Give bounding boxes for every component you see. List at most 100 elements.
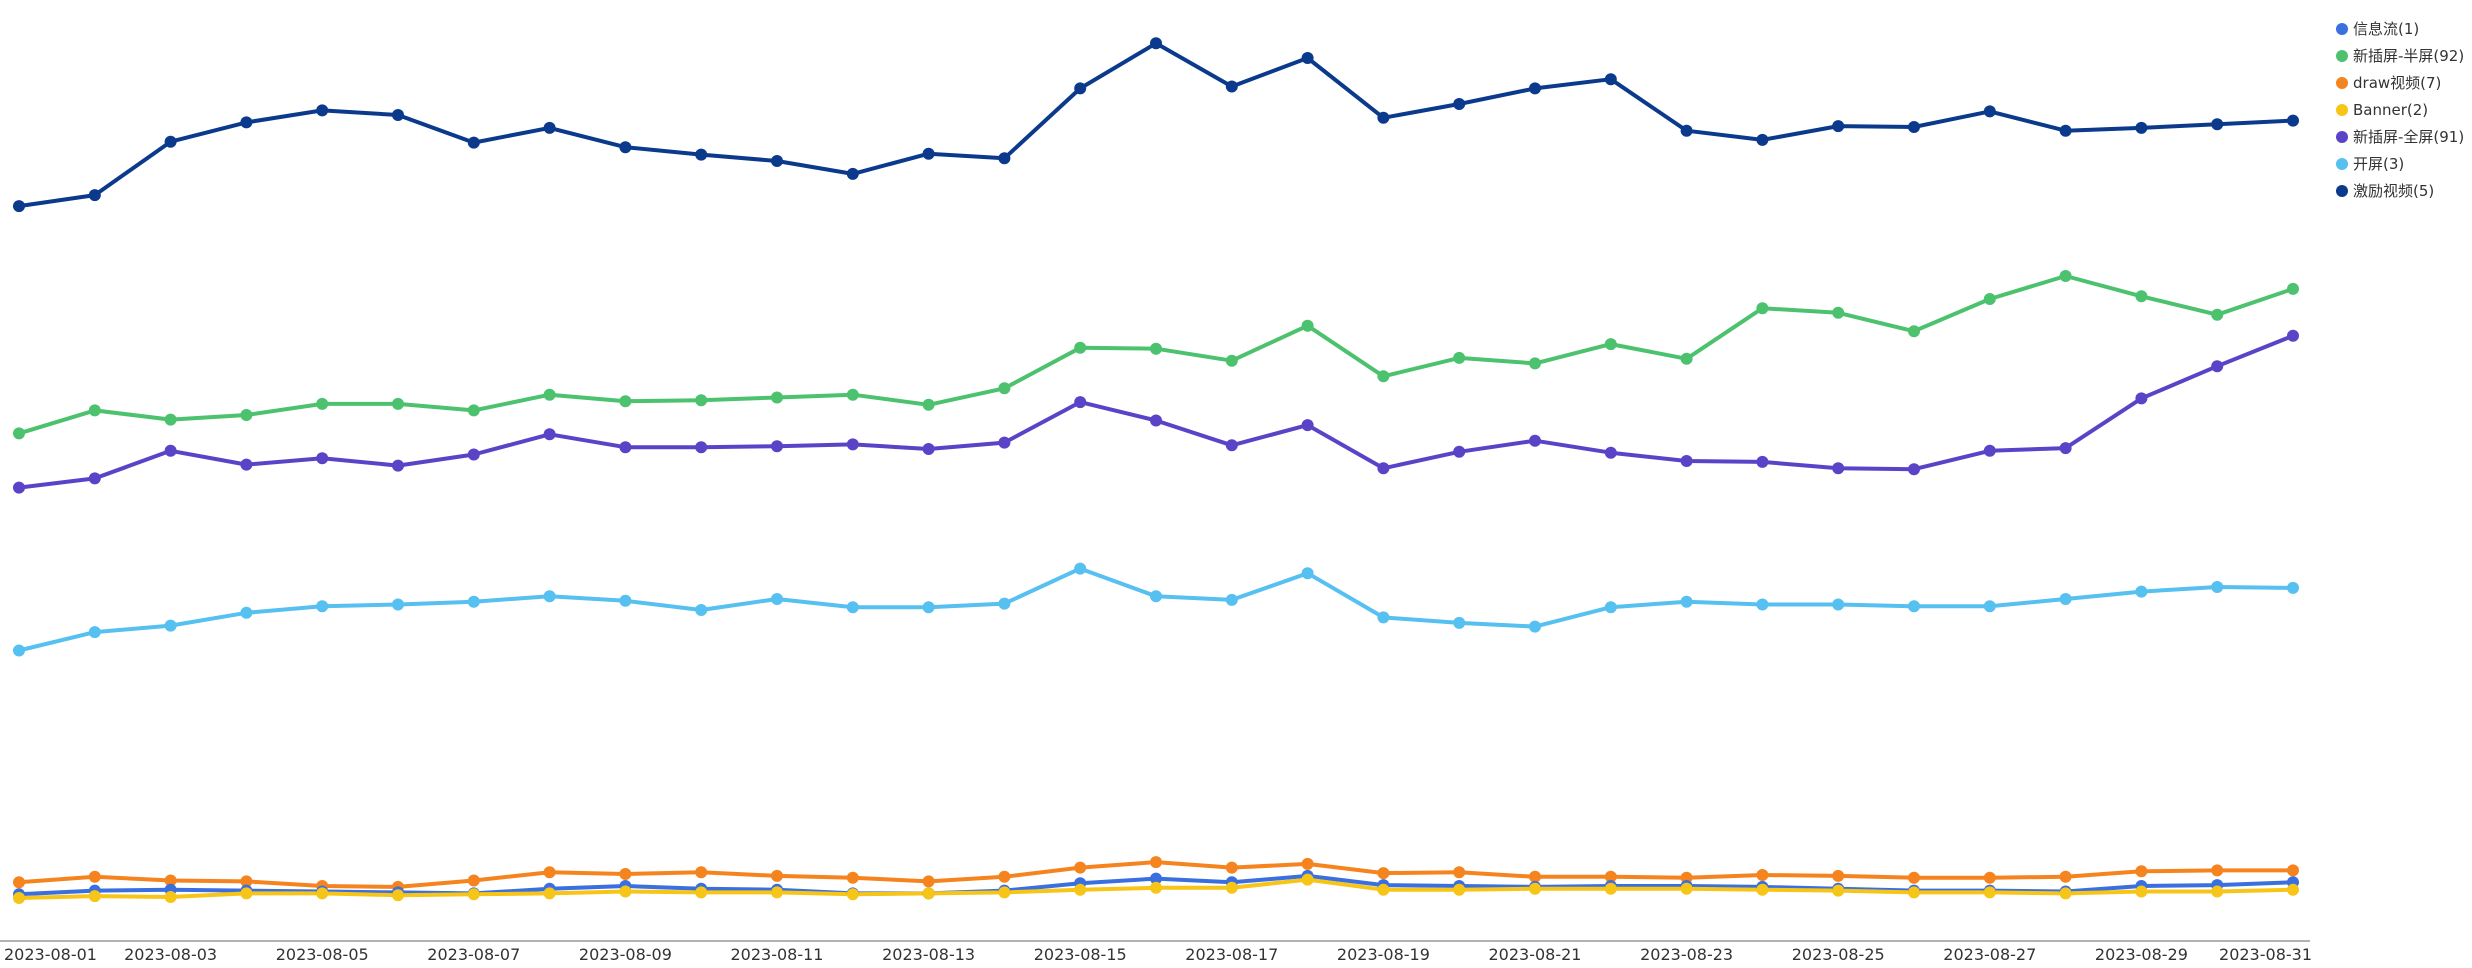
data-point[interactable] — [2135, 392, 2148, 405]
data-point[interactable] — [619, 594, 632, 607]
data-point[interactable] — [1453, 98, 1466, 110]
data-point[interactable] — [695, 394, 708, 407]
data-point[interactable] — [771, 155, 783, 167]
data-point[interactable] — [1680, 595, 1693, 608]
data-point[interactable] — [88, 890, 101, 903]
data-point[interactable] — [771, 886, 783, 899]
data-point[interactable] — [2211, 581, 2224, 593]
data-point[interactable] — [619, 141, 632, 154]
data-point[interactable] — [1908, 871, 1920, 884]
data-point[interactable] — [13, 200, 25, 213]
data-point[interactable] — [392, 598, 404, 611]
data-point[interactable] — [695, 148, 708, 161]
data-point[interactable] — [771, 593, 783, 605]
data-point[interactable] — [1983, 293, 1996, 305]
data-point[interactable] — [1301, 319, 1314, 332]
data-point[interactable] — [1908, 600, 1920, 613]
data-point[interactable] — [1225, 881, 1238, 894]
data-point[interactable] — [1225, 80, 1238, 93]
data-point[interactable] — [922, 601, 935, 614]
data-point[interactable] — [1983, 886, 1996, 899]
data-point[interactable] — [922, 887, 935, 900]
data-point[interactable] — [1908, 121, 1920, 133]
data-point[interactable] — [2059, 124, 2072, 137]
data-point[interactable] — [1983, 105, 1996, 118]
data-point[interactable] — [164, 891, 177, 903]
data-point[interactable] — [1604, 73, 1617, 86]
data-point[interactable] — [1604, 601, 1617, 614]
data-point[interactable] — [164, 619, 177, 632]
data-point[interactable] — [1604, 338, 1617, 351]
data-point[interactable] — [1756, 302, 1769, 315]
data-point[interactable] — [846, 871, 859, 884]
data-point[interactable] — [846, 888, 859, 901]
legend-item[interactable]: draw视频(7) — [2336, 74, 2441, 92]
data-point[interactable] — [543, 121, 556, 134]
data-point[interactable] — [1453, 883, 1466, 896]
data-point[interactable] — [1377, 370, 1390, 383]
data-point[interactable] — [88, 870, 101, 883]
data-point[interactable] — [1150, 37, 1162, 50]
data-point[interactable] — [240, 606, 253, 619]
data-point[interactable] — [1529, 620, 1541, 633]
data-point[interactable] — [1074, 82, 1087, 95]
data-point[interactable] — [392, 459, 404, 472]
data-point[interactable] — [998, 382, 1011, 395]
legend-item[interactable]: Banner(2) — [2336, 101, 2428, 119]
data-point[interactable] — [316, 104, 329, 117]
data-point[interactable] — [2211, 864, 2224, 877]
data-point[interactable] — [2059, 270, 2072, 282]
data-point[interactable] — [164, 135, 177, 148]
data-point[interactable] — [316, 600, 329, 613]
data-point[interactable] — [846, 167, 859, 180]
data-point[interactable] — [1680, 124, 1693, 137]
data-point[interactable] — [1604, 870, 1617, 883]
data-point[interactable] — [2135, 585, 2148, 598]
data-point[interactable] — [467, 448, 480, 461]
data-point[interactable] — [2135, 885, 2148, 898]
data-point[interactable] — [1150, 414, 1162, 427]
data-point[interactable] — [1150, 342, 1162, 355]
data-point[interactable] — [392, 889, 404, 902]
data-point[interactable] — [2287, 864, 2299, 877]
data-point[interactable] — [1529, 82, 1541, 95]
data-point[interactable] — [2211, 360, 2224, 373]
data-point[interactable] — [846, 388, 859, 401]
data-point[interactable] — [846, 601, 859, 614]
data-point[interactable] — [1983, 871, 1996, 884]
data-point[interactable] — [1453, 445, 1466, 458]
data-point[interactable] — [1377, 111, 1390, 124]
data-point[interactable] — [316, 452, 329, 465]
data-point[interactable] — [922, 398, 935, 411]
data-point[interactable] — [1908, 886, 1920, 899]
data-point[interactable] — [88, 404, 101, 417]
data-point[interactable] — [1529, 870, 1541, 883]
data-point[interactable] — [1301, 52, 1314, 64]
data-point[interactable] — [13, 892, 25, 904]
data-point[interactable] — [164, 444, 177, 457]
data-point[interactable] — [2059, 887, 2072, 900]
data-point[interactable] — [1832, 306, 1845, 319]
data-point[interactable] — [1756, 455, 1769, 468]
data-point[interactable] — [240, 116, 253, 129]
data-point[interactable] — [922, 443, 935, 455]
data-point[interactable] — [1604, 446, 1617, 459]
data-point[interactable] — [771, 440, 783, 453]
data-point[interactable] — [1680, 455, 1693, 467]
data-point[interactable] — [771, 869, 783, 882]
data-point[interactable] — [619, 885, 632, 898]
data-point[interactable] — [1604, 882, 1617, 895]
data-point[interactable] — [240, 409, 253, 421]
data-point[interactable] — [467, 136, 480, 149]
data-point[interactable] — [1225, 354, 1238, 367]
data-point[interactable] — [2135, 865, 2148, 878]
data-point[interactable] — [695, 886, 708, 899]
data-point[interactable] — [316, 887, 329, 900]
data-point[interactable] — [1680, 352, 1693, 365]
data-point[interactable] — [1301, 419, 1314, 432]
data-point[interactable] — [1832, 598, 1845, 611]
data-point[interactable] — [1225, 439, 1238, 452]
data-point[interactable] — [1074, 396, 1087, 409]
data-point[interactable] — [1074, 861, 1087, 874]
data-point[interactable] — [543, 428, 556, 441]
